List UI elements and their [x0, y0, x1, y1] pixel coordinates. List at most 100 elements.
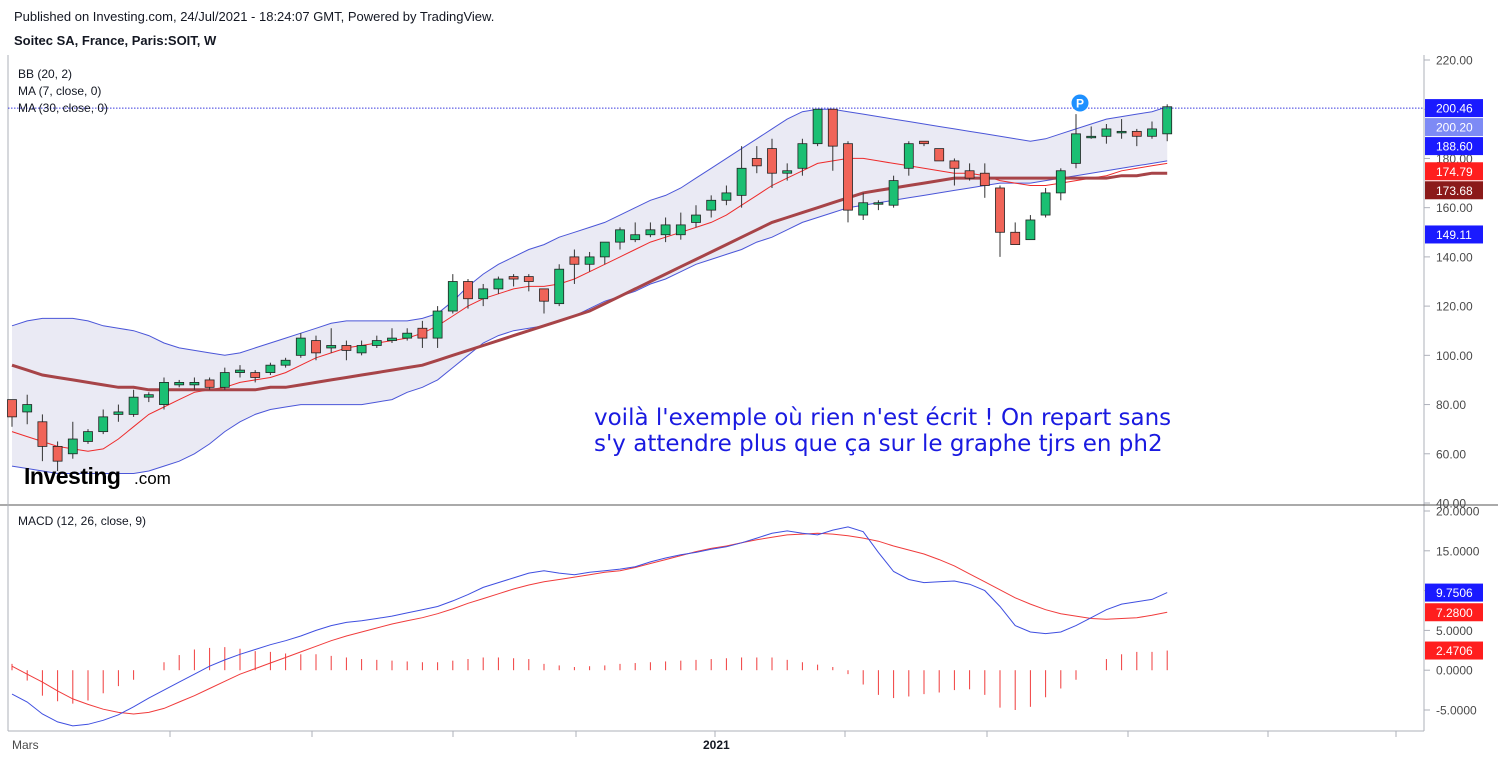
candle-body [584, 256, 595, 265]
candle [22, 394, 33, 425]
annotation-line-2: s'y attendre plus que ça sur le graphe t… [594, 431, 1163, 457]
candle [979, 163, 990, 198]
price-badge-bg [1425, 99, 1483, 118]
candle [1101, 123, 1112, 144]
candle-body [280, 359, 291, 366]
candle-body [83, 431, 93, 442]
candle-body [797, 143, 808, 169]
candle [736, 146, 747, 208]
candle-body [599, 241, 610, 258]
candle [691, 205, 701, 228]
logo-suffix: .com [134, 469, 171, 488]
candle-body [98, 416, 109, 433]
candle-body [645, 229, 656, 236]
bb-lower-line [11, 160, 1168, 474]
legend-macd[interactable]: MACD (12, 26, close, 9) [18, 514, 146, 528]
candle [1055, 168, 1066, 201]
candle-body [417, 327, 428, 339]
candle [326, 328, 337, 353]
macd-badge: 7.2800 [1425, 603, 1483, 622]
candle-body [995, 187, 1005, 233]
legend-ma30[interactable]: MA (30, close, 0) [18, 101, 108, 115]
candle [599, 241, 610, 265]
candle-body [1010, 231, 1021, 245]
macd-tick-label: 5.0000 [1436, 624, 1473, 638]
candle-body [1116, 130, 1127, 134]
price-tick-label: 40.00 [1436, 497, 1466, 511]
candle-body [189, 382, 200, 386]
candle-body [736, 167, 747, 196]
candle-body [432, 310, 443, 339]
candle-body [903, 143, 914, 169]
candle [250, 370, 261, 383]
candle-body [265, 364, 276, 373]
candle-body [493, 278, 504, 290]
price-badge: 200.46 [1425, 99, 1483, 118]
candle [523, 274, 534, 292]
p-marker-circle [1071, 94, 1089, 112]
candle-body [204, 379, 215, 388]
price-badge: 174.79 [1425, 162, 1483, 181]
price-tick-label: 80.00 [1436, 398, 1466, 412]
candle [1147, 121, 1157, 139]
symbol-title: Soitec SA, France, Paris:SOIT, W [14, 33, 217, 48]
candle [493, 276, 504, 294]
macd-badge-text: 2.4706 [1436, 644, 1473, 658]
legend-ma7[interactable]: MA (7, close, 0) [18, 84, 101, 98]
candlesticks [7, 104, 1173, 472]
candle [402, 328, 413, 341]
price-badge-text: 149.11 [1436, 228, 1472, 242]
candle-body [463, 281, 473, 300]
price-badge-bg [1425, 137, 1483, 156]
axis-ticks: 220.00200.00180.00160.00140.00120.00100.… [12, 54, 1483, 752]
candle [934, 148, 945, 162]
price-badge-text: 200.20 [1436, 121, 1473, 135]
candle-body [812, 108, 823, 145]
candle-body [523, 276, 534, 282]
macd-panel [11, 526, 1168, 727]
candle [767, 138, 777, 188]
signal-line [11, 532, 1168, 715]
candle-body [919, 140, 929, 145]
candle-body [67, 438, 78, 455]
price-tick-label: 220.00 [1436, 54, 1473, 68]
price-badge-bg [1425, 162, 1483, 181]
candle-body [858, 202, 869, 216]
candle-body [827, 108, 838, 147]
candle-body [143, 394, 154, 398]
candle [219, 367, 230, 390]
candle [417, 320, 428, 348]
candle [706, 195, 717, 218]
candle [584, 251, 595, 272]
candle [539, 288, 549, 314]
macd-tick-label: -5.0000 [1436, 704, 1477, 718]
candle [827, 108, 838, 171]
candle [159, 377, 169, 410]
price-badge-text: 174.79 [1436, 165, 1473, 179]
candle [432, 306, 443, 348]
candle [660, 217, 671, 243]
candle [888, 175, 899, 208]
candle [113, 404, 124, 422]
annotation-line-1: voilà l'exemple où rien n'est écrit ! On… [594, 405, 1171, 431]
candle-body [1086, 135, 1097, 139]
price-badge: 188.60 [1425, 137, 1483, 156]
price-badge: 200.20 [1425, 118, 1483, 137]
p-marker[interactable]: P [1071, 94, 1089, 112]
candle-body [751, 158, 762, 167]
candle [174, 379, 185, 388]
candle [1162, 104, 1173, 142]
candle-body [1101, 128, 1112, 137]
candle [204, 377, 215, 390]
price-badge-text: 200.46 [1436, 102, 1473, 116]
candle [949, 158, 960, 186]
candle-body [569, 256, 580, 265]
candle [311, 335, 321, 361]
price-tick-label: 100.00 [1436, 349, 1473, 363]
candle [903, 141, 914, 176]
legend-bb[interactable]: BB (20, 2) [18, 67, 72, 81]
candle-body [447, 281, 458, 312]
candle-body [341, 345, 352, 351]
candle [554, 264, 565, 307]
